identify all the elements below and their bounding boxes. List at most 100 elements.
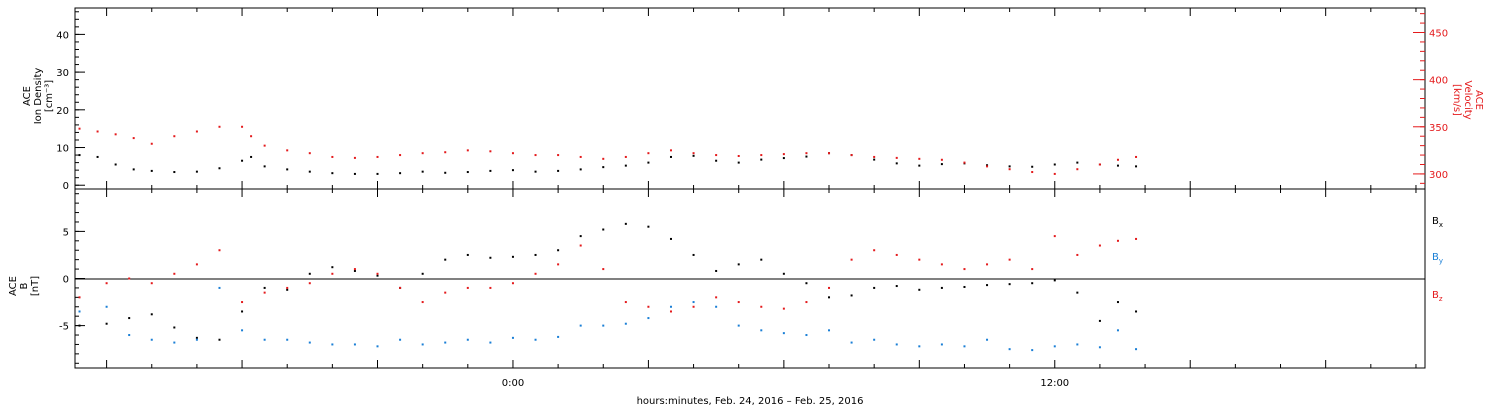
bottom-bz-point <box>1116 239 1119 242</box>
bottom-bx-point <box>511 255 514 258</box>
top-density-point <box>286 168 289 171</box>
bottom-bx-point <box>1031 282 1034 285</box>
top-density-point <box>1053 163 1056 166</box>
bottom-by-point <box>218 286 221 289</box>
top-velocity-point <box>782 153 785 156</box>
bottom-bx-point <box>805 282 808 285</box>
bottom-by-point <box>466 338 469 341</box>
bottom-by-point <box>78 310 81 313</box>
bottom-by-point <box>963 345 966 348</box>
bottom-by-point <box>308 341 311 344</box>
bottom-bz-point <box>715 296 718 299</box>
top-density-point <box>602 166 605 169</box>
bottom-by-point <box>850 341 853 344</box>
bottom-by-point <box>895 343 898 346</box>
bottom-by-point <box>782 332 785 335</box>
bottom-by-point <box>873 338 876 341</box>
bottom-bx-point <box>669 237 672 240</box>
bottom-bx-point <box>602 228 605 231</box>
top-velocity-point <box>250 135 253 138</box>
bottom-by-point <box>1053 345 1056 348</box>
bottom-bx-point <box>489 256 492 259</box>
bottom-bx-point <box>579 235 582 238</box>
bottom-bz-point <box>692 305 695 308</box>
bottom-bx-point <box>895 285 898 288</box>
bottom-by-point <box>1076 343 1079 346</box>
top-velocity-point <box>1116 158 1119 161</box>
bottom-bx-point <box>1053 279 1056 282</box>
bottom-bx-point <box>1116 301 1119 304</box>
bottom-bz-point <box>128 277 131 280</box>
top-density-point <box>308 170 311 173</box>
bottom-bx-point <box>1098 319 1101 322</box>
bottom-by-point <box>1116 329 1119 332</box>
top-velocity-point <box>1053 172 1056 175</box>
legend-bz-label: B <box>1432 290 1439 301</box>
top-velocity-point <box>466 149 469 152</box>
bottom-bx-point <box>715 269 718 272</box>
top-density-point <box>96 155 99 158</box>
top-density-point <box>399 172 402 175</box>
bottom-by-point <box>534 338 537 341</box>
bottom-bx-point <box>1008 283 1011 286</box>
top-right-tick-label: 300 <box>1429 170 1448 181</box>
bottom-bx-point <box>782 272 785 275</box>
top-velocity-point <box>624 155 627 158</box>
bottom-bx-point <box>331 266 334 269</box>
bottom-left-axis-label: ACE B [nT] <box>8 276 41 296</box>
bottom-bz-point <box>602 268 605 271</box>
bottom-bx-point <box>624 222 627 225</box>
bottom-bz-point <box>78 296 81 299</box>
bottom-bz-point <box>1135 237 1138 240</box>
bottom-by-point <box>489 341 492 344</box>
top-right-axis-label: ACE Velocity [km/s] <box>1451 80 1484 119</box>
top-density-point <box>715 159 718 162</box>
bottom-bx-point <box>647 225 650 228</box>
bottom-by-point <box>173 341 176 344</box>
top-velocity-point <box>850 154 853 157</box>
legend-bx: Bx <box>1432 216 1443 229</box>
top-velocity-point <box>715 154 718 157</box>
bottom-bz-point <box>805 301 808 304</box>
bottom-bz-point <box>940 263 943 266</box>
bottom-by-point <box>376 345 379 348</box>
top-velocity-point <box>602 157 605 160</box>
bottom-by-point <box>715 305 718 308</box>
top-right-tick-label: 450 <box>1429 29 1448 40</box>
bottom-by-point <box>331 343 334 346</box>
top-density-point <box>263 165 266 168</box>
bottom-bx-point <box>828 296 831 299</box>
bottom-by-point <box>828 329 831 332</box>
bottom-bz-point <box>376 272 379 275</box>
top-left-tick-label: 30 <box>56 68 69 79</box>
legend-bx-label: B <box>1432 216 1439 227</box>
top-left-tick-label: 40 <box>56 30 69 41</box>
bottom-by-point <box>579 324 582 327</box>
bottom-bx-point <box>150 313 153 316</box>
bottom-bx-point <box>918 288 921 291</box>
top-density-point <box>173 171 176 174</box>
bottom-bz-point <box>173 272 176 275</box>
legend-by-label: B <box>1432 252 1439 263</box>
bottom-bz-point <box>218 249 221 252</box>
top-velocity-point <box>96 130 99 133</box>
top-velocity-point <box>241 125 244 128</box>
top-density-point <box>78 154 81 157</box>
top-left-axis-label-line-1: ACE <box>22 86 33 106</box>
top-velocity-point <box>963 161 966 164</box>
top-velocity-point <box>1135 155 1138 158</box>
bottom-by-point <box>737 324 740 327</box>
bottom-bz-point <box>286 286 289 289</box>
bottom-by-point <box>263 338 266 341</box>
top-velocity-point <box>557 154 560 157</box>
top-density-point <box>940 163 943 166</box>
top-density-point <box>534 170 537 173</box>
top-velocity-point <box>511 152 514 155</box>
bottom-bz-point <box>1076 253 1079 256</box>
bottom-left-axis-label-line-3: [nT] <box>30 276 41 296</box>
bottom-bz-point <box>241 301 244 304</box>
top-velocity-point <box>1031 171 1034 174</box>
bottom-by-point <box>195 338 198 341</box>
bottom-bx-point <box>128 317 131 320</box>
top-velocity-point <box>737 155 740 158</box>
